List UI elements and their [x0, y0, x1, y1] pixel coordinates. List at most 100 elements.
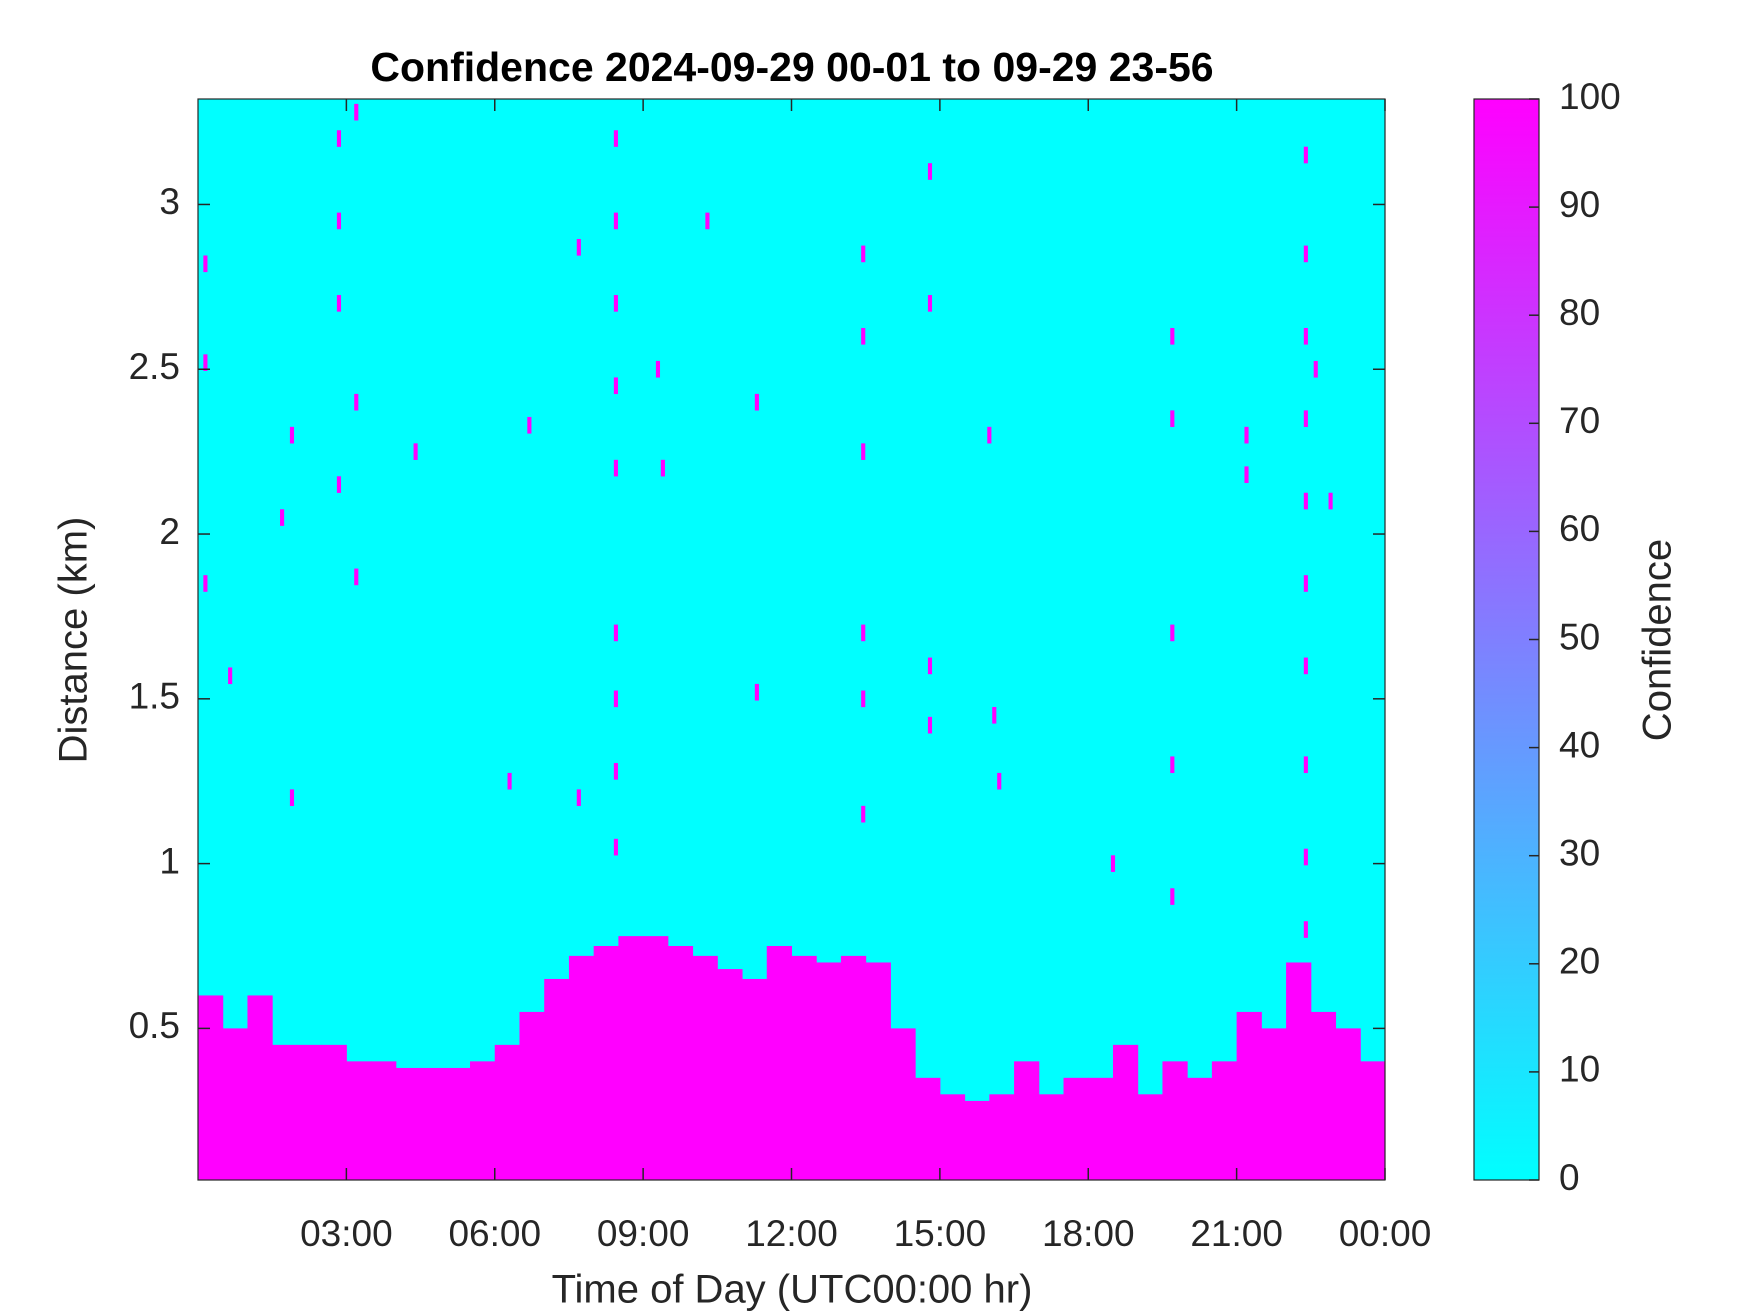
heatmap-column [494, 1044, 520, 1180]
heatmap-column [667, 946, 694, 1180]
heatmap-cell [992, 706, 997, 724]
colorbar-label: Confidence [1636, 539, 1680, 741]
heatmap-cell [527, 416, 532, 434]
heatmap-column [964, 1100, 990, 1180]
heatmap-cell [336, 476, 342, 493]
heatmap-cell [613, 130, 618, 147]
y-tick-label: 3 [159, 181, 180, 222]
heatmap-cell [927, 716, 933, 734]
colorbar-tick-label: 40 [1559, 724, 1600, 765]
heatmap-cell [613, 624, 618, 642]
heatmap-column [420, 1067, 446, 1180]
y-axis-label: Distance (km) [52, 517, 96, 764]
y-tick-label: 1.5 [129, 676, 180, 717]
heatmap-column [742, 978, 768, 1180]
heatmap-cell [1303, 575, 1308, 592]
heatmap-cell [1303, 146, 1308, 164]
x-tick-label: 06:00 [448, 1213, 541, 1254]
heatmap-column [643, 936, 669, 1180]
colorbar-tick-label: 0 [1559, 1157, 1580, 1198]
heatmap-column [568, 955, 595, 1180]
y-tick-label: 1 [159, 840, 180, 881]
heatmap-column [939, 1094, 966, 1180]
heatmap-cell [861, 443, 866, 460]
heatmap-column [198, 995, 224, 1180]
colorbar-tick-label: 60 [1559, 508, 1600, 549]
colorbar-tick-label: 10 [1559, 1049, 1600, 1090]
heatmap-column [395, 1067, 422, 1180]
x-axis-label: Time of Day (UTC00:00 hr) [552, 1268, 1033, 1312]
colorbar-tick-label: 50 [1559, 616, 1600, 657]
heatmap-cell [705, 212, 710, 230]
heatmap-cell [336, 130, 342, 147]
heatmap-cell [655, 360, 661, 378]
heatmap-cell [861, 805, 866, 823]
heatmap-cell [203, 255, 208, 273]
heatmap-column [816, 962, 842, 1180]
heatmap-cell [1244, 426, 1249, 444]
x-tick-label: 00:00 [1339, 1213, 1432, 1254]
heatmap-cell [354, 103, 359, 121]
heatmap-cell [576, 789, 581, 807]
x-tick-label: 18:00 [1042, 1213, 1135, 1254]
heatmap-column [1088, 1077, 1114, 1180]
heatmap-column [989, 1094, 1015, 1180]
x-tick-label: 03:00 [300, 1213, 393, 1254]
heatmap-cell [1170, 888, 1175, 905]
heatmap-column [544, 978, 570, 1180]
heatmap-cell [507, 772, 512, 790]
heatmap-column [766, 946, 792, 1180]
heatmap-column [445, 1067, 471, 1180]
heatmap-cell [228, 667, 233, 685]
heatmap-column [296, 1044, 323, 1180]
colorbar-tick-label: 80 [1559, 292, 1600, 333]
heatmap-cell [660, 459, 665, 477]
heatmap-column [1236, 1011, 1262, 1180]
heatmap-cell [1313, 360, 1318, 378]
heatmap-cell [613, 212, 618, 230]
heatmap-cell [1328, 492, 1333, 510]
heatmap-cell [1303, 657, 1308, 675]
heatmap-column [1063, 1077, 1089, 1180]
heatmap-column [371, 1061, 397, 1180]
heatmap-column [1211, 1061, 1238, 1180]
heatmap-cell [1244, 466, 1249, 484]
heatmap-cell [1170, 410, 1175, 428]
heatmap-cell [1303, 410, 1308, 428]
x-tick-label: 09:00 [597, 1213, 690, 1254]
heatmap-column [618, 936, 644, 1180]
heatmap-cell [613, 838, 618, 856]
heatmap-cell [354, 568, 359, 586]
heatmap-column [593, 946, 619, 1180]
heatmap-column [519, 1011, 545, 1180]
heatmap-column [890, 1028, 916, 1180]
heatmap-cell [1303, 327, 1308, 345]
heatmap-column [840, 955, 867, 1180]
heatmap-cell [987, 426, 992, 444]
heatmap-column [791, 955, 817, 1180]
plot-area [198, 99, 1385, 1180]
heatmap-column [1335, 1028, 1361, 1180]
heatmap-cell [576, 238, 581, 256]
heatmap-column [321, 1044, 347, 1180]
heatmap-cell [336, 295, 342, 312]
y-tick-label: 2.5 [129, 346, 180, 387]
heatmap-column [1038, 1094, 1065, 1180]
heatmap-cell [1303, 848, 1308, 866]
heatmap-column [692, 955, 718, 1180]
heatmap-cell [1110, 855, 1116, 872]
heatmap-column [865, 962, 891, 1180]
heatmap-cell [927, 657, 933, 675]
heatmap-cell [861, 690, 866, 708]
heatmap-cell [997, 772, 1002, 790]
y-tick-label: 0.5 [129, 1005, 180, 1046]
x-tick-label: 12:00 [745, 1213, 838, 1254]
heatmap-cell [354, 393, 359, 411]
heatmap-cell [861, 327, 866, 345]
colorbar-tick-label: 20 [1559, 941, 1600, 982]
heatmap-cell [289, 789, 295, 807]
heatmap-cell [927, 295, 933, 312]
heatmap-cell [613, 690, 618, 708]
heatmap-column [1162, 1061, 1188, 1180]
colorbar-tick-label: 30 [1559, 832, 1600, 873]
